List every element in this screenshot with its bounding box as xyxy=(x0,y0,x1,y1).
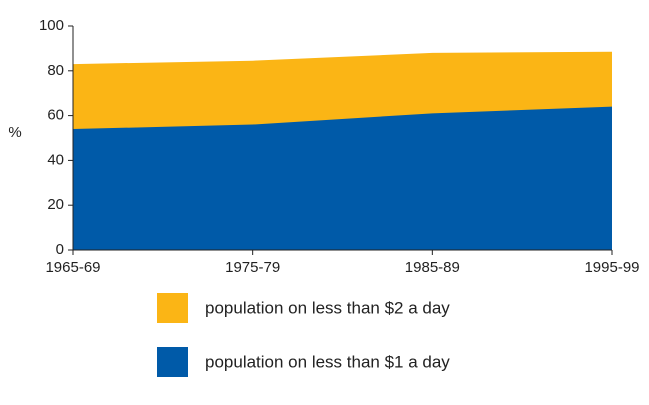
x-tick-label: 1965-69 xyxy=(45,259,100,276)
legend-swatch xyxy=(157,347,188,377)
x-tick-label: 1975-79 xyxy=(225,259,280,276)
y-tick-label: 100 xyxy=(39,17,64,34)
x-tick-label: 1995-99 xyxy=(584,259,639,276)
y-tick-label: 0 xyxy=(56,241,64,258)
legend-label: population on less than $2 a day xyxy=(205,298,450,317)
legend-swatch xyxy=(157,293,188,323)
legend-label: population on less than $1 a day xyxy=(205,352,450,371)
y-tick-label: 40 xyxy=(47,151,64,168)
y-axis-label: % xyxy=(8,124,21,141)
y-tick-label: 20 xyxy=(47,196,64,213)
x-tick-label: 1985-89 xyxy=(405,259,460,276)
y-tick-label: 60 xyxy=(47,107,64,124)
area xyxy=(73,106,612,250)
y-tick-label: 80 xyxy=(47,62,64,79)
